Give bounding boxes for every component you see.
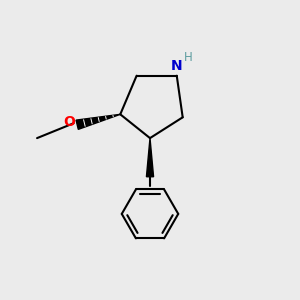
Polygon shape [76,114,120,129]
Text: H: H [184,51,192,64]
Polygon shape [146,138,154,177]
Text: N: N [171,59,183,73]
Text: O: O [63,115,75,129]
